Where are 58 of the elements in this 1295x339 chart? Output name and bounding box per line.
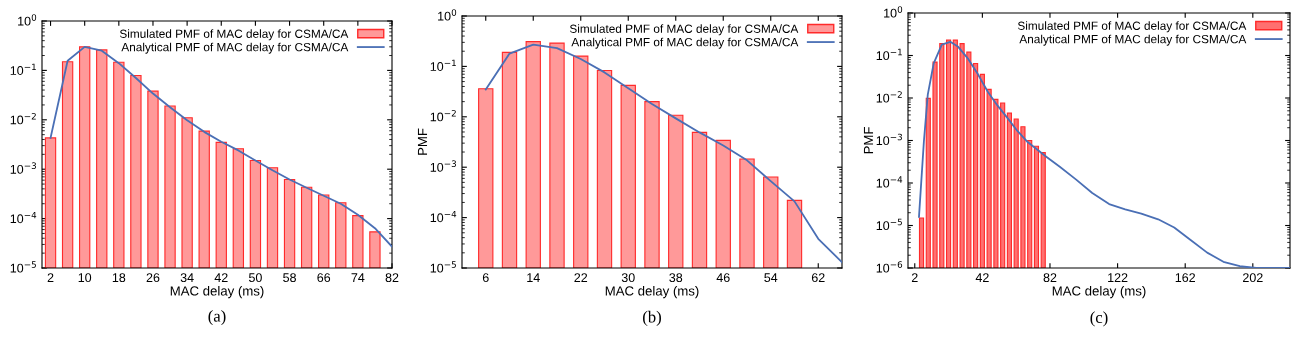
x-tick-label: 38 <box>669 273 683 283</box>
y-tick-label: 10$^{−1}$ <box>10 63 36 75</box>
x-axis-title: MAC delay (ms) <box>605 285 699 299</box>
x-tick-label: 34 <box>180 273 194 283</box>
y-axis-title: PMF <box>417 128 428 155</box>
y-axis-title: PMF <box>863 127 874 154</box>
legend-label: Analytical PMF of MAC delay for CSMA/CA <box>571 37 799 49</box>
x-tick-label: 42 <box>214 273 228 282</box>
legend-label: Simulated PMF of MAC delay for CSMA/CA <box>1017 21 1247 33</box>
x-tick-label: 22 <box>574 273 588 282</box>
y-tick-label: 10$^{−3}$ <box>876 133 902 146</box>
x-tick-label: 82 <box>1043 273 1057 283</box>
y-tick-label: 10$^{−3}$ <box>10 162 36 174</box>
y-tick-label: 10$^{0}$ <box>884 6 903 18</box>
y-tick-label: 10$^{−5}$ <box>430 261 456 273</box>
text: (c) <box>1090 311 1108 327</box>
x-tick-label: 18 <box>112 273 126 283</box>
x-axis-title: MAC delay (ms) <box>170 285 264 299</box>
x-tick-label: 66 <box>317 273 331 283</box>
legend-label: Simulated PMF of MAC delay for CSMA/CA <box>569 24 799 36</box>
y-tick-label: 10$^{−1}$ <box>430 59 456 71</box>
x-tick-label: 202 <box>1243 273 1263 283</box>
x-tick-label: 14 <box>527 273 540 282</box>
y-tick-label: 10$^{−3}$ <box>430 160 456 172</box>
y-tick-label: 10$^{−2}$ <box>10 112 36 125</box>
x-tick-label: 46 <box>716 273 730 283</box>
legend-label: Analytical PMF of MAC delay for CSMA/CA <box>121 42 349 54</box>
x-tick-label: 122 <box>1108 273 1128 282</box>
y-tick-label: 10$^{−5}$ <box>10 261 36 273</box>
x-tick-label: 74 <box>351 273 365 282</box>
y-tick-label: 10$^{−4}$ <box>876 176 903 188</box>
y-tick-label: 10$^{−6}$ <box>876 261 903 273</box>
x-tick-label: 58 <box>283 273 296 283</box>
x-tick-label: 54 <box>764 273 778 283</box>
y-tick-label: 10$^{−5}$ <box>876 218 902 231</box>
x-tick-label: 26 <box>146 273 160 283</box>
x-tick-label: 50 <box>248 273 262 283</box>
x-tick-label: 6 <box>482 273 489 283</box>
x-tick-label: 42 <box>975 273 989 282</box>
text: (b) <box>643 310 661 326</box>
y-tick-label: 10$^{−4}$ <box>430 210 457 223</box>
x-tick-label: 62 <box>811 273 825 283</box>
x-tick-label: 2 <box>47 273 54 282</box>
x-axis-title: MAC delay (ms) <box>1052 285 1146 299</box>
x-tick-label: 30 <box>621 273 635 283</box>
y-tick-label: 10$^{−2}$ <box>876 91 902 103</box>
y-tick-label: 10$^{0}$ <box>438 9 457 21</box>
x-tick-label: 2 <box>911 273 918 282</box>
legend-label: Analytical PMF of MAC delay for CSMA/CA <box>1019 34 1247 46</box>
x-tick-label: 82 <box>385 273 399 283</box>
y-tick-label: 10$^{−4}$ <box>10 211 37 224</box>
y-tick-label: 10$^{−2}$ <box>430 109 456 122</box>
text: (a) <box>208 309 226 326</box>
y-tick-label: 10$^{−1}$ <box>876 48 902 61</box>
x-tick-label: 10 <box>78 273 92 283</box>
legend-label: Simulated PMF of MAC delay for CSMA/CA <box>119 29 349 41</box>
y-tick-label: 10$^{0}$ <box>18 14 37 26</box>
x-tick-label: 162 <box>1175 273 1195 283</box>
